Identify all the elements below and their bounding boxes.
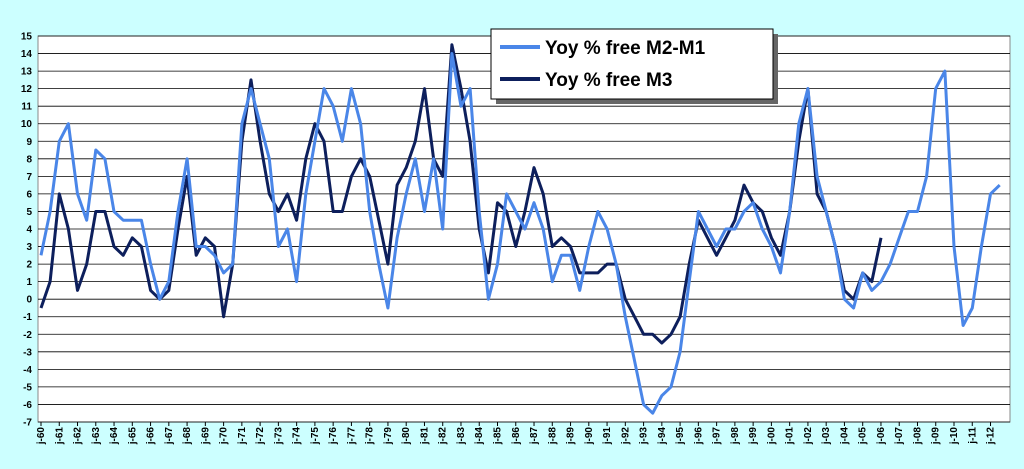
series-line [39,52,1001,415]
x-tick-label: j-04 [839,427,850,446]
x-tick-label: j-62 [73,427,84,446]
x-tick-label: j-96 [693,427,704,446]
y-tick-label: -6 [23,400,32,411]
x-tick-label: j-68 [182,427,193,446]
y-tick-label: 4 [26,225,32,236]
x-tick-label: j-93 [639,427,650,446]
x-tick-label: j-78 [365,427,376,446]
legend-label: Yoy % free M3 [545,70,672,91]
x-tick-label: j-06 [876,427,887,446]
y-tick-label: -5 [23,382,32,393]
y-tick-label: -7 [23,418,32,429]
x-tick-label: j-01 [785,427,796,446]
y-tick-label: 5 [26,207,32,218]
x-tick-label: j-03 [821,427,832,446]
x-tick-label: j-72 [255,427,266,446]
x-tick-label: j-09 [931,427,942,446]
y-tick-label: 10 [21,119,33,130]
x-tick-label: j-83 [456,427,467,446]
x-tick-label: j-12 [986,427,997,446]
x-tick-label: j-88 [547,427,558,446]
x-tick-label: j-84 [474,427,485,446]
x-tick-label: j-92 [620,427,631,446]
x-tick-label: j-60 [36,427,47,446]
y-tick-label: 15 [21,32,33,43]
x-tick-label: j-91 [602,427,613,446]
y-tick-label: -1 [23,312,32,323]
x-tick-label: j-70 [219,427,230,446]
x-tick-label: j-05 [858,427,869,446]
x-tick-label: j-86 [511,427,522,446]
x-tick-label: j-64 [109,427,120,446]
x-tick-label: j-02 [803,427,814,446]
y-tick-label: -4 [23,365,32,376]
x-tick-label: j-97 [712,427,723,446]
x-tick-label: j-75 [310,427,321,446]
x-tick-label: j-73 [273,427,284,446]
x-tick-label: j-69 [200,427,211,446]
x-tick-label: j-61 [54,427,65,446]
series-line [39,43,883,345]
x-tick-label: j-87 [529,427,540,446]
grid: -7-6-5-4-3-2-10123456789101112131415j-60… [21,32,1010,446]
x-tick-label: j-82 [438,427,449,446]
y-tick-label: 11 [21,102,32,113]
x-tick-label: j-74 [292,427,303,446]
y-tick-label: 7 [26,172,32,183]
x-tick-label: j-10 [949,427,960,446]
x-tick-label: j-80 [401,427,412,446]
y-tick-label: 2 [26,260,32,271]
y-tick-label: 8 [26,154,32,165]
x-tick-label: j-85 [493,427,504,446]
y-tick-label: -2 [23,330,32,341]
y-tick-label: 0 [26,295,32,306]
y-tick-label: -3 [23,347,32,358]
y-tick-label: 12 [21,84,33,95]
x-tick-label: j-00 [766,427,777,446]
x-tick-label: j-77 [346,427,357,446]
y-tick-label: 6 [26,189,32,200]
y-tick-label: 9 [26,137,32,148]
x-tick-label: j-63 [91,427,102,446]
legend: Yoy % free M2-M1 Yoy % free M3 [490,28,778,104]
legend-label: Yoy % free M2-M1 [545,38,706,59]
x-tick-label: j-65 [127,427,138,446]
x-tick-label: j-66 [146,427,157,446]
x-tick-label: j-94 [657,427,668,446]
x-tick-label: j-11 [967,427,978,445]
x-tick-label: j-90 [584,427,595,446]
legend-box [490,28,774,100]
x-tick-label: j-71 [237,427,248,446]
x-tick-label: j-79 [383,427,394,446]
x-tick-label: j-76 [328,427,339,446]
y-tick-label: 1 [26,277,32,288]
x-tick-label: j-81 [419,427,430,446]
x-tick-label: j-89 [566,427,577,446]
x-tick-label: j-99 [748,427,759,446]
lines [39,43,1001,415]
y-tick-label: 14 [21,49,33,60]
x-tick-label: j-98 [730,427,741,446]
x-tick-label: j-95 [675,427,686,446]
x-tick-label: j-08 [912,427,923,446]
y-tick-label: 13 [21,67,33,78]
x-tick-label: j-07 [894,427,905,446]
x-tick-label: j-67 [164,427,175,446]
y-tick-label: 3 [26,242,32,253]
